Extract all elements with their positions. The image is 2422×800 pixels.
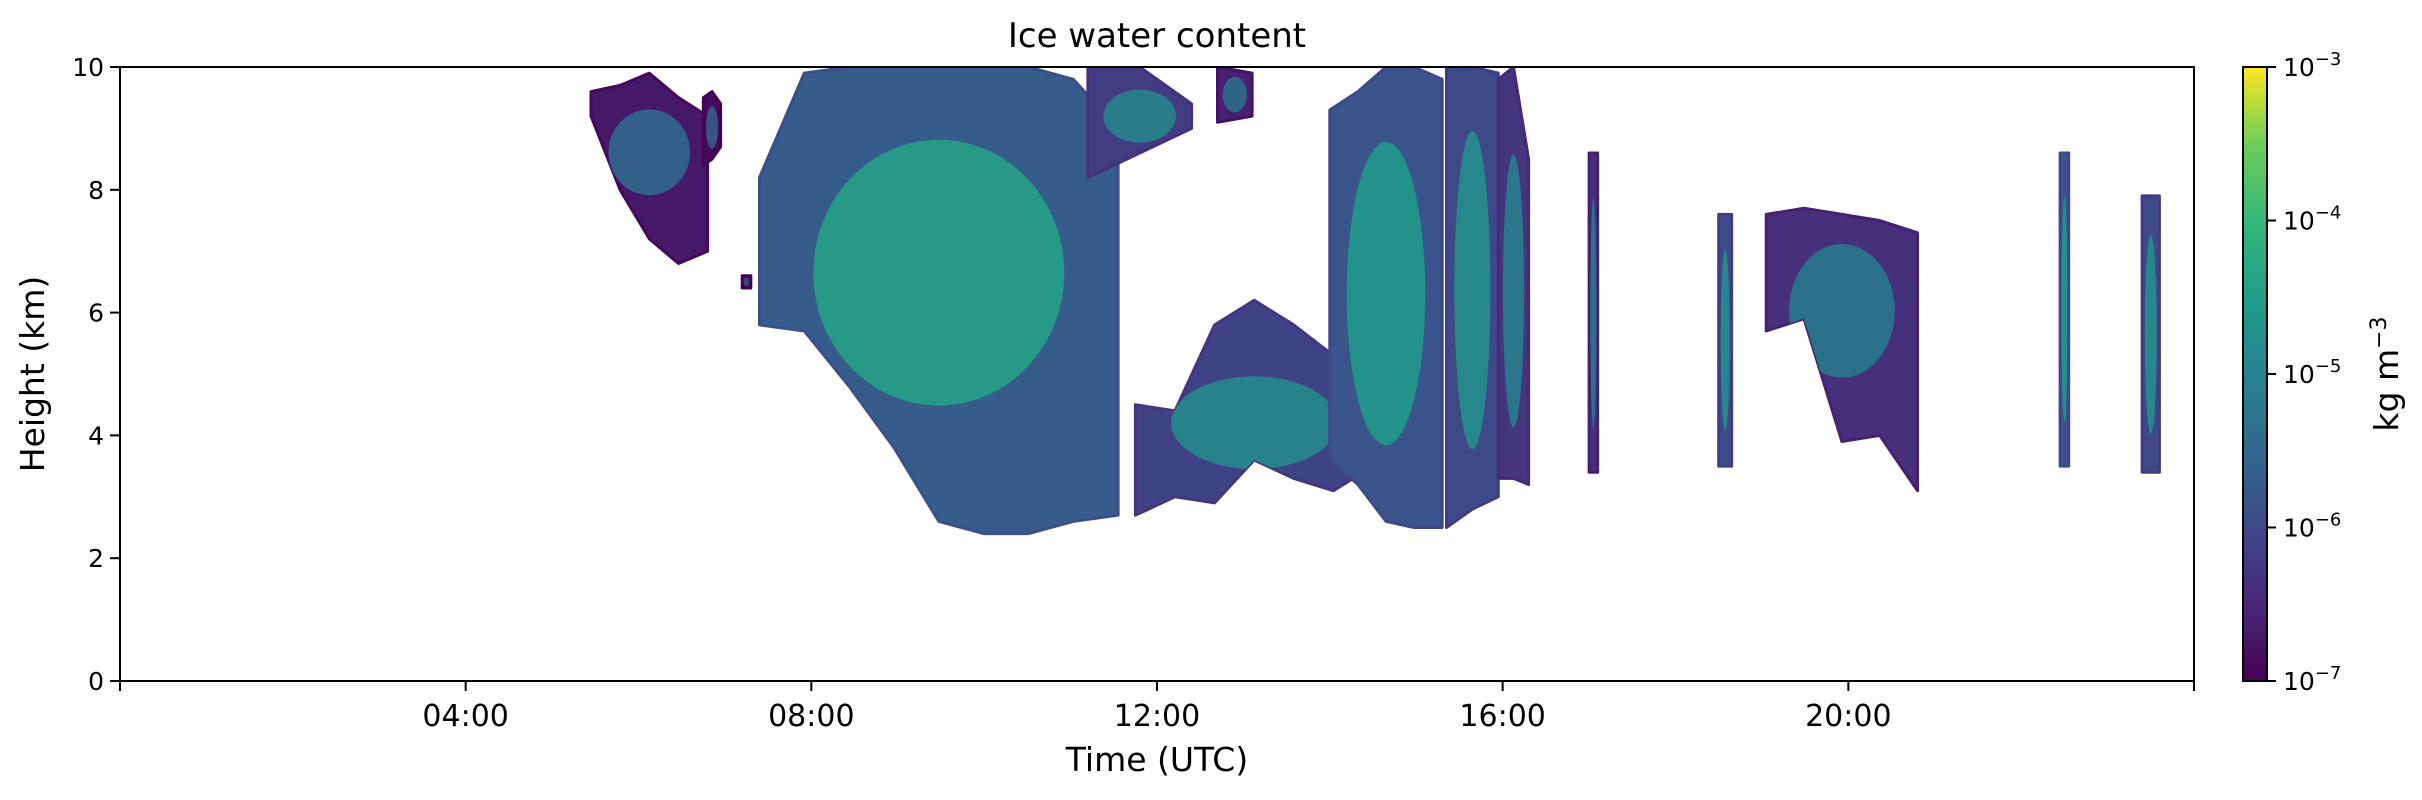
colorbar-label-exp: −3 [2367,316,2392,348]
y-axis-label: Height (km) [13,276,52,473]
cloud-region-core [813,139,1065,406]
cloud-region-deep-system-14-15h [1328,67,1444,529]
y-tick-label: 8 [88,176,104,205]
colorbar-tick-label: 10−3 [2283,49,2341,82]
cloud-region-core [1222,76,1247,113]
x-tick-label: 08:00 [768,699,854,734]
y-tick-label: 0 [88,667,104,696]
cloud-region-core [1346,142,1426,446]
cloud-region-core [1454,131,1491,450]
colorbar-ticks: 10−7 10−6 10−5 10−4 10−3 [2267,49,2341,696]
chart-title: Ice water content [1008,16,1306,56]
cloud-region-core [706,106,718,149]
cloud-region-core [1502,154,1525,428]
cloud-region-small-wisp-1 [701,90,723,167]
x-tick-label: 20:00 [1805,699,1891,734]
colorbar-tick-label: 10−6 [2283,510,2341,543]
colorbar-label-base: kg m [2367,349,2406,432]
x-tick-label: 04:00 [422,699,508,734]
cloud-region-narrow-23h [2140,194,2161,474]
cloud-region-narrow-18h [1717,212,1734,468]
cloud-region-column-16h [1496,67,1531,486]
x-axis-label: Time (UTC) [1065,740,1248,779]
y-tick-label: 2 [88,544,104,573]
colorbar-label: kg m−3 [2367,316,2406,431]
cloud-region-core [1171,376,1338,470]
y-axis-ticks: 0 2 4 6 8 10 [72,53,120,696]
cloud-region-small-wisp-2 [740,274,753,290]
cloud-region-upper-tufts-13h [1216,67,1254,124]
cloud-region-system-19-21h [1764,206,1919,493]
cloud-region-core [2144,234,2157,434]
cloud-region-core [608,109,691,196]
cloud-region-core [743,277,750,287]
colorbar-gradient [2242,66,2268,682]
cloud-region-early-cirrus [589,71,710,265]
cloud-region-core [2061,196,2068,423]
cloud-field [589,67,2161,536]
y-tick-label: 10 [72,53,104,82]
cloud-region-upper-band-12h [1086,67,1194,179]
cloud-region-narrow-17h [1587,151,1600,474]
y-tick-label: 6 [88,299,104,328]
cloud-region-main-deep-system [758,67,1120,536]
colorbar-tick-label: 10−5 [2283,356,2341,389]
cloud-region-core [1103,89,1176,143]
x-tick-label: 12:00 [1114,699,1200,734]
cloud-region-column-15h [1445,67,1500,529]
colorbar-tick-label: 10−4 [2283,203,2341,236]
cloud-region-core [1789,243,1895,378]
cloud-region-core [1590,197,1597,428]
x-tick-label: 16:00 [1459,699,1545,734]
cloud-region-narrow-22h [2058,151,2071,468]
colorbar-tick-label: 10−7 [2283,663,2341,696]
y-tick-label: 4 [88,421,104,450]
colorbar: 10−7 10−6 10−5 10−4 10−3 kg m−3 [2242,49,2406,696]
cloud-region-core [1720,249,1730,431]
x-axis-ticks: 04:00 08:00 12:00 16:00 20:00 [119,681,2195,734]
